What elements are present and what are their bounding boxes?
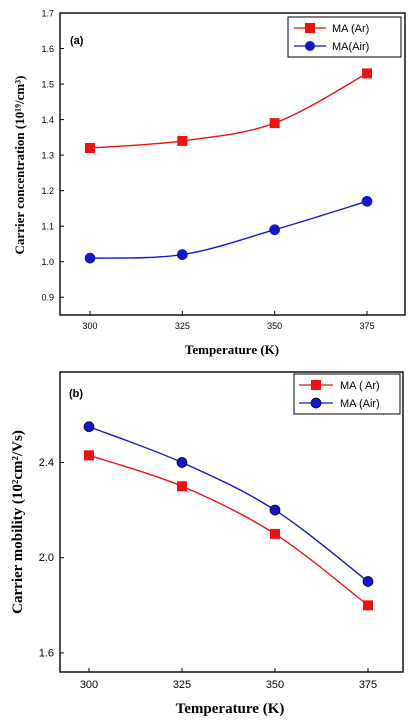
legend-label-air: MA(Air) [332, 41, 369, 53]
series-line-air [89, 200, 368, 259]
data-point-ar [363, 600, 373, 611]
data-point-air [269, 504, 281, 516]
x-tick-label: 350 [267, 321, 282, 331]
x-tick-label: 300 [80, 679, 98, 691]
data-point-ar [84, 450, 94, 461]
y-tick-label: 2.0 [39, 552, 54, 564]
panel-a-y-axis-title: Carrier concentration (10¹⁹/cm³) [12, 76, 27, 255]
y-tick-label: 1.4 [41, 115, 54, 125]
legend-marker-ar [311, 380, 321, 390]
y-tick-label: 1.1 [41, 222, 54, 232]
panel-a-label: (a) [70, 35, 84, 47]
data-point-ar [362, 68, 372, 79]
y-tick-label: 1.5 [41, 80, 54, 90]
legend-label-ar: MA ( Ar) [340, 380, 380, 392]
data-point-air [361, 195, 373, 207]
panel-b-frame [59, 371, 404, 673]
data-point-ar [177, 481, 187, 492]
data-point-air [269, 224, 281, 236]
data-point-air [176, 249, 188, 260]
panel-b-label: (b) [69, 388, 83, 400]
panel-b-legend: MA ( Ar) MA (Air) [293, 373, 401, 415]
data-point-air [362, 576, 374, 587]
panel-a-frame [59, 12, 406, 316]
y-tick-label: 1.6 [41, 44, 54, 54]
legend-marker-air [305, 41, 315, 51]
panel-a-x-axis-title: Temperature (K) [185, 342, 279, 357]
panel-b-y-axis-title: Carrier mobility (10²cm²/Vs) [10, 430, 26, 614]
x-tick-label: 325 [173, 679, 191, 691]
x-tick-label: 350 [266, 679, 284, 691]
data-point-ar [177, 135, 188, 146]
series-line-air [88, 426, 369, 583]
x-tick-label: 325 [175, 321, 190, 331]
panel-b-carrier-mobility: (b) 300 325 350 375 1.6 2.0 2.4 Temperature (K… [10, 371, 404, 717]
panel-a-legend: MA (Ar) MA(Air) [287, 16, 402, 58]
x-tick-label: 375 [359, 679, 377, 691]
y-tick-label: 1.3 [41, 151, 54, 161]
series-line-ar [89, 72, 368, 149]
legend-label-air: MA (Air) [340, 398, 380, 410]
y-tick-label: 1.2 [41, 186, 54, 196]
legend-marker-ar [305, 23, 315, 33]
data-point-ar [269, 118, 280, 129]
x-tick-label: 375 [359, 321, 374, 331]
y-tick-label: 0.9 [41, 293, 54, 303]
panel-b-x-axis-title: Temperature (K) [176, 701, 285, 717]
y-tick-label: 1.0 [41, 257, 54, 267]
y-tick-label: 2.4 [39, 457, 54, 469]
data-point-ar [270, 528, 280, 539]
data-point-air [84, 252, 96, 264]
y-tick-label: 1.6 [39, 647, 54, 659]
data-point-ar [85, 143, 95, 154]
legend-label-ar: MA (Ar) [332, 23, 369, 35]
y-tick-label: 1.7 [41, 9, 54, 19]
data-point-air [83, 421, 95, 433]
data-point-air [176, 457, 188, 468]
legend-marker-air [310, 397, 322, 409]
series-line-ar [88, 454, 369, 606]
x-tick-label: 300 [82, 321, 97, 331]
panel-a-carrier-concentration: (a) 300 325 350 375 0.9 1.0 1.1 1.2 1.3 1.4 1.5 1.6… [12, 9, 406, 357]
